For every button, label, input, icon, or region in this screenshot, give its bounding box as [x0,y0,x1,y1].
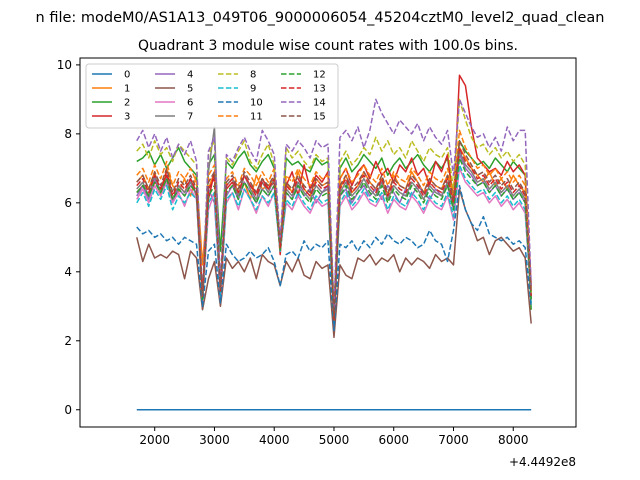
y-tick-label: 6 [64,196,72,210]
chart-title: Quadrant 3 module wise count rates with … [138,38,518,54]
legend-label-14: 14 [313,98,326,109]
legend-label-3: 3 [124,112,130,123]
x-tick-label: 8000 [498,433,529,447]
x-tick-label: 4000 [259,433,290,447]
legend-label-0: 0 [124,70,130,81]
y-axis: 0 2 4 6 8 10 [57,58,80,417]
x-offset-label: +4.4492e8 [509,455,576,469]
legend-label-9: 9 [250,84,256,95]
axes-frame [79,57,577,428]
series-line-15 [136,140,532,318]
series-line-13 [136,146,532,321]
y-tick-label: 4 [64,265,72,279]
legend-label-6: 6 [187,98,193,109]
chart-suptitle: n file: modeM0/AS1A13_049T06_9000006054_… [36,10,605,26]
x-tick-label: 5000 [319,433,350,447]
legend-label-5: 5 [187,84,193,95]
series-line-10 [136,184,532,332]
legend-label-11: 11 [250,112,263,123]
legend-label-2: 2 [124,98,130,109]
y-tick-label: 10 [57,58,72,72]
x-tick-label: 6000 [378,433,409,447]
legend-label-8: 8 [250,70,256,81]
x-tick-label: 7000 [438,433,469,447]
legend-label-13: 13 [313,84,326,95]
legend-label-10: 10 [250,98,263,109]
legend-label-1: 1 [124,84,130,95]
legend-label-12: 12 [313,70,326,81]
x-tick-label: 3000 [199,433,230,447]
x-tick-label: 2000 [139,433,170,447]
x-axis: 2000 3000 4000 5000 6000 7000 8000 [139,427,529,447]
legend-label-15: 15 [313,112,326,123]
y-tick-label: 0 [64,403,72,417]
plot-area [136,74,532,411]
y-tick-label: 8 [64,127,72,141]
legend-label-7: 7 [187,112,193,123]
legend-label-4: 4 [187,70,193,81]
legend-box [85,63,339,129]
y-tick-label: 2 [64,334,72,348]
